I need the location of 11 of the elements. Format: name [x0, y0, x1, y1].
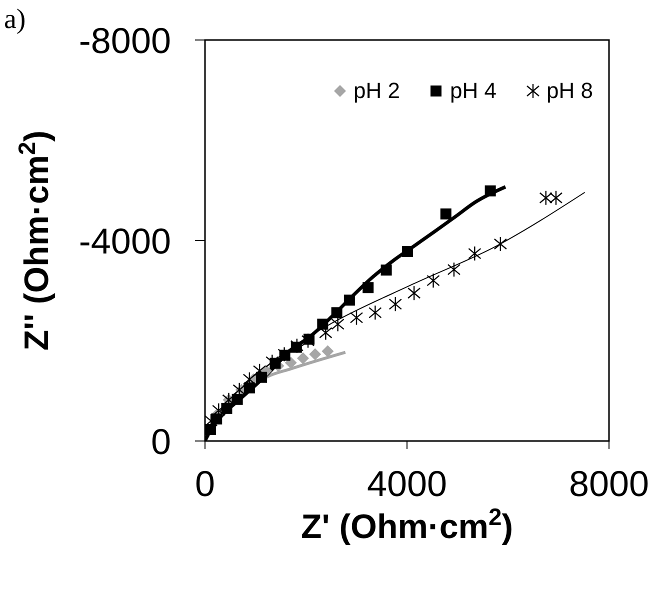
legend-label: pH 8	[546, 78, 593, 104]
y-tick-label: -8000	[78, 20, 171, 61]
legend-label: pH 4	[450, 78, 497, 104]
text: a)	[4, 4, 26, 36]
y-tick-label: 0	[150, 421, 171, 462]
x-tick-label: 4000	[366, 463, 448, 504]
y-tick-label: -4000	[78, 220, 171, 262]
x-tick-label: 8000	[568, 463, 650, 504]
legend-label: pH 2	[354, 78, 400, 104]
x-tick-label: 0	[194, 463, 216, 504]
x-axis-title: Z' (Ohm·cm$^{2}$)	[300, 504, 514, 546]
